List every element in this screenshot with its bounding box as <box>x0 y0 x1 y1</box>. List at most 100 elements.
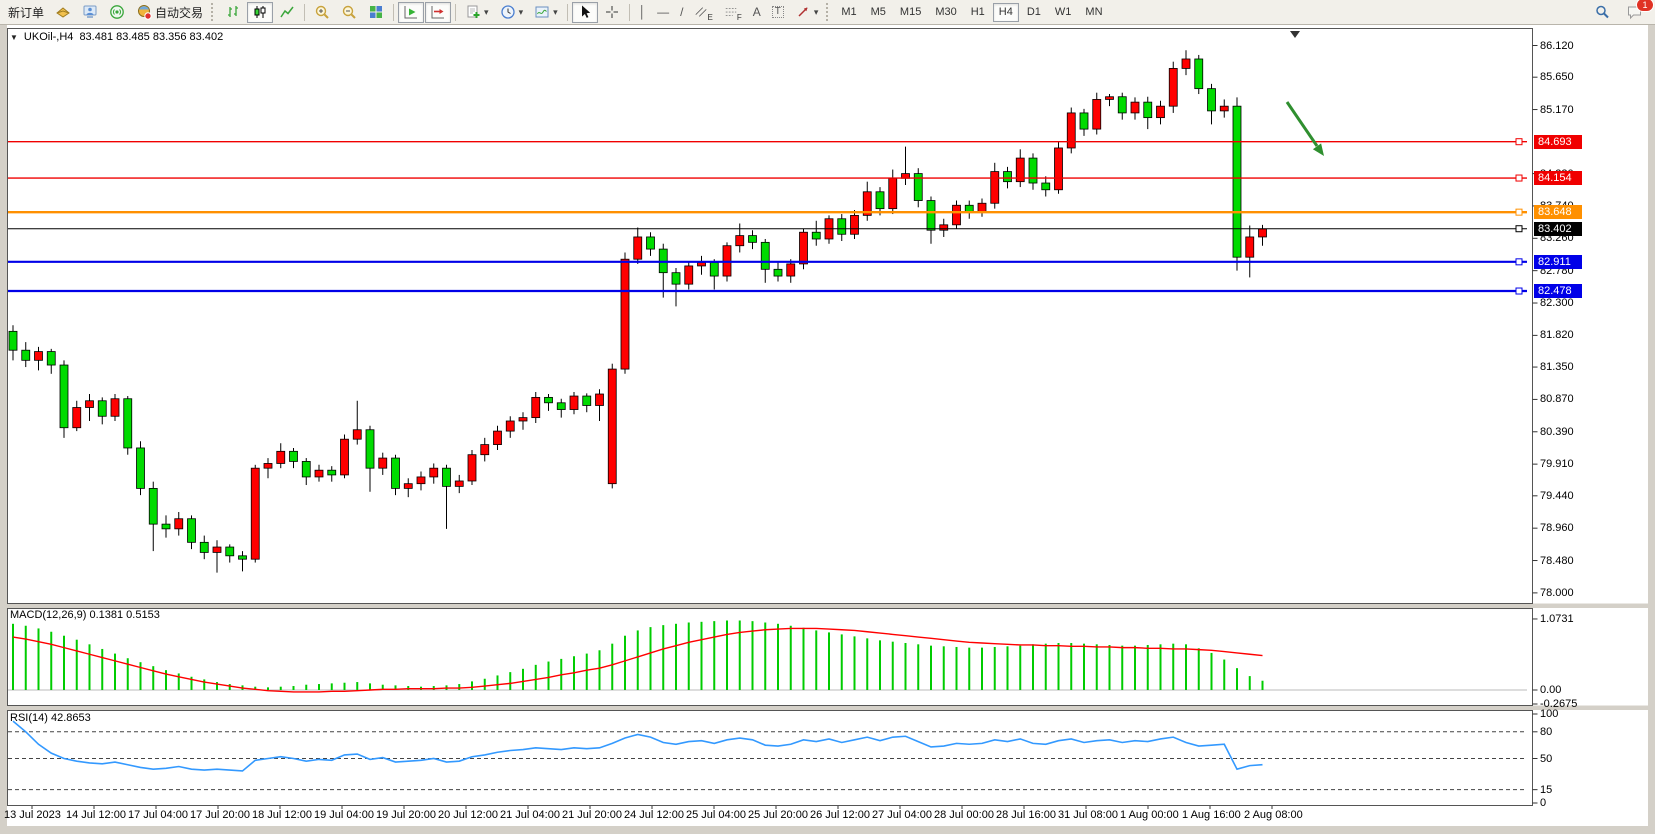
price-tick-label: 78.960 <box>1540 522 1574 535</box>
price-line-tag[interactable]: 83.648 <box>1534 205 1582 220</box>
collapse-caret-icon[interactable]: ▼ <box>10 32 18 42</box>
trendline-icon: / <box>680 5 684 19</box>
annotation-arrow <box>1285 101 1324 156</box>
timeframe-mn[interactable]: MN <box>1079 3 1108 22</box>
price-tick-label: 85.170 <box>1540 103 1574 116</box>
pane-chrome <box>0 25 1655 834</box>
time-axis-label: 1 Aug 00:00 <box>1120 809 1179 821</box>
notifications-button[interactable]: 1 <box>1621 0 1654 23</box>
dropdown-caret-icon: ▾ <box>484 6 489 17</box>
time-axis-label: 13 Jul 2023 <box>4 809 61 821</box>
price-tick-label: 79.440 <box>1540 489 1574 502</box>
vertical-line-icon: │ <box>638 5 647 19</box>
horizontal-line-button[interactable]: — <box>652 2 674 23</box>
autotrading-button[interactable]: 自动交易 <box>131 2 208 23</box>
text-icon: A <box>752 5 761 19</box>
autotrading-globe-icon <box>138 5 152 20</box>
time-axis-label: 21 Jul 20:00 <box>562 809 622 821</box>
arrows-button[interactable]: ▾ <box>790 2 824 23</box>
trendline-button[interactable]: / <box>675 2 688 23</box>
auto-scroll-button[interactable] <box>398 1 425 23</box>
rsi-pane <box>8 713 1538 804</box>
time-axis-label: 24 Jul 12:00 <box>624 809 684 821</box>
dropdown-caret-icon: ▾ <box>518 6 524 17</box>
indicators-button[interactable]: ▾ <box>460 2 494 23</box>
market-gold-icon <box>56 7 70 18</box>
tile-windows-button[interactable] <box>363 2 389 23</box>
time-axis-label: 25 Jul 04:00 <box>686 809 746 821</box>
time-axis <box>31 806 1273 809</box>
timeframe-m5[interactable]: M5 <box>865 3 892 22</box>
chart-shift-button[interactable] <box>425 1 452 23</box>
text-label-button[interactable]: T <box>767 2 789 23</box>
chart-canvas[interactable] <box>0 25 1655 834</box>
channel-button[interactable]: E <box>689 2 717 23</box>
time-axis-label: 26 Jul 12:00 <box>810 809 870 821</box>
zoom-out-button[interactable] <box>336 2 362 23</box>
price-line-tag[interactable]: 82.911 <box>1534 254 1582 269</box>
vertical-line-button[interactable]: │ <box>634 2 652 23</box>
timeframe-m15[interactable]: M15 <box>894 3 927 22</box>
price-axis-ticks <box>1532 45 1538 594</box>
cursor-button[interactable] <box>571 1 598 23</box>
community-button[interactable] <box>77 2 103 23</box>
zoom-in-button[interactable] <box>309 2 335 23</box>
timeframe-m1[interactable]: M1 <box>835 3 862 22</box>
timeframe-h4[interactable]: H4 <box>992 2 1019 22</box>
market-button[interactable] <box>50 2 76 23</box>
timeframe-group: M1 M5 M15 M30 H1 H4 D1 W1 MN <box>835 2 1108 22</box>
price-tick-label: 81.350 <box>1540 361 1574 374</box>
line-chart-button[interactable] <box>274 2 300 23</box>
rsi-tick-label: 100 <box>1540 708 1559 720</box>
text-button[interactable]: A <box>748 2 766 23</box>
price-line-tag[interactable]: 82.478 <box>1534 284 1582 299</box>
timeframe-w1[interactable]: W1 <box>1049 3 1078 22</box>
macd-tick-label: -0.2675 <box>1540 698 1578 710</box>
timeframe-d1[interactable]: D1 <box>1021 3 1047 22</box>
price-tick-label: 81.820 <box>1540 329 1574 342</box>
autotrading-label: 自动交易 <box>155 5 204 20</box>
crosshair-button[interactable] <box>599 2 625 23</box>
price-line-tag[interactable]: 84.693 <box>1534 134 1582 149</box>
ohlc-values: 83.481 83.485 83.356 83.402 <box>79 31 224 43</box>
chart-title: ▼ UKOil-,H4 83.481 83.485 83.356 83.402 <box>10 31 223 43</box>
time-axis-label: 25 Jul 20:00 <box>748 809 808 821</box>
indicators-icon <box>467 5 480 18</box>
time-axis-label: 21 Jul 04:00 <box>500 809 560 821</box>
candlestick-chart-icon <box>254 6 266 18</box>
price-lines <box>8 138 1527 295</box>
toolbar-separator <box>455 3 457 21</box>
price-line-tag[interactable]: 84.154 <box>1534 171 1582 186</box>
time-axis-label: 20 Jul 12:00 <box>438 809 498 821</box>
periods-button[interactable]: ▾ <box>495 2 529 23</box>
price-tick-label: 78.000 <box>1540 586 1574 599</box>
new-order-button[interactable]: 新订单 <box>3 2 49 23</box>
timeframe-m30[interactable]: M30 <box>929 3 962 22</box>
candlestick-chart-button[interactable] <box>247 1 274 23</box>
search-button[interactable] <box>1589 2 1615 23</box>
bar-chart-button[interactable] <box>220 2 246 23</box>
rsi-tick-label: 0 <box>1540 797 1547 809</box>
time-axis-label: 31 Jul 08:00 <box>1058 809 1118 821</box>
time-axis-label: 27 Jul 04:00 <box>872 809 932 821</box>
fibonacci-button[interactable]: F <box>719 2 747 23</box>
horizontal-line-icon: — <box>657 5 670 19</box>
chart-shift-marker <box>1290 31 1300 38</box>
cursor-icon <box>581 5 590 18</box>
price-line-tag[interactable]: 83.402 <box>1534 221 1582 236</box>
symbol-period-label: UKOil-,H4 <box>23 31 74 43</box>
dropdown-caret-icon: ▾ <box>813 6 819 17</box>
dropdown-caret-icon: ▾ <box>553 6 558 17</box>
crosshair-icon <box>605 6 618 18</box>
zoom-in-icon <box>315 5 329 19</box>
macd-tick-label: 0.00 <box>1540 684 1562 696</box>
signals-button[interactable] <box>104 2 130 23</box>
fibonacci-icon <box>725 8 737 16</box>
price-tick-label: 85.650 <box>1540 71 1574 84</box>
time-axis-label: 2 Aug 08:00 <box>1244 809 1303 821</box>
time-axis-label: 28 Jul 16:00 <box>996 809 1056 821</box>
templates-button[interactable]: ▾ <box>529 2 563 23</box>
timeframe-h1[interactable]: H1 <box>965 3 991 22</box>
price-tick-label: 86.120 <box>1540 39 1574 52</box>
